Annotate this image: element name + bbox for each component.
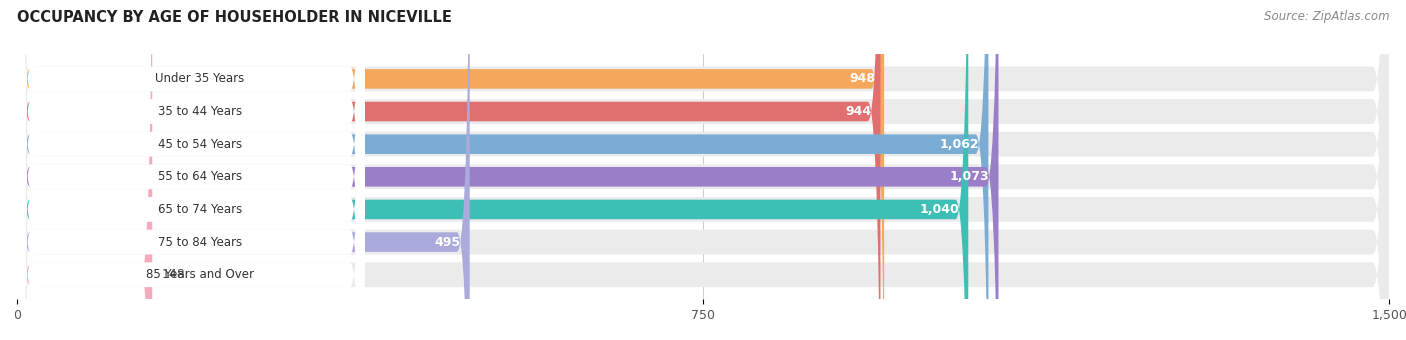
FancyBboxPatch shape bbox=[17, 0, 364, 340]
FancyBboxPatch shape bbox=[17, 0, 988, 340]
Text: 948: 948 bbox=[849, 72, 875, 85]
FancyBboxPatch shape bbox=[17, 0, 1389, 340]
FancyBboxPatch shape bbox=[17, 0, 364, 340]
FancyBboxPatch shape bbox=[17, 0, 1389, 340]
Text: 1,040: 1,040 bbox=[920, 203, 959, 216]
Text: 944: 944 bbox=[845, 105, 872, 118]
Text: 148: 148 bbox=[162, 268, 186, 281]
FancyBboxPatch shape bbox=[17, 0, 152, 340]
Text: OCCUPANCY BY AGE OF HOUSEHOLDER IN NICEVILLE: OCCUPANCY BY AGE OF HOUSEHOLDER IN NICEV… bbox=[17, 10, 451, 25]
FancyBboxPatch shape bbox=[17, 0, 1389, 340]
Text: Source: ZipAtlas.com: Source: ZipAtlas.com bbox=[1264, 10, 1389, 23]
FancyBboxPatch shape bbox=[17, 0, 364, 340]
Text: 495: 495 bbox=[434, 236, 461, 249]
Text: 65 to 74 Years: 65 to 74 Years bbox=[157, 203, 242, 216]
Text: 55 to 64 Years: 55 to 64 Years bbox=[157, 170, 242, 183]
FancyBboxPatch shape bbox=[17, 0, 1389, 340]
FancyBboxPatch shape bbox=[17, 0, 880, 340]
FancyBboxPatch shape bbox=[17, 0, 1389, 340]
Text: 35 to 44 Years: 35 to 44 Years bbox=[157, 105, 242, 118]
Text: 85 Years and Over: 85 Years and Over bbox=[146, 268, 254, 281]
FancyBboxPatch shape bbox=[17, 0, 969, 340]
FancyBboxPatch shape bbox=[17, 0, 1389, 340]
FancyBboxPatch shape bbox=[17, 0, 998, 340]
Text: Under 35 Years: Under 35 Years bbox=[155, 72, 245, 85]
Text: 1,062: 1,062 bbox=[939, 138, 980, 151]
FancyBboxPatch shape bbox=[17, 0, 1389, 340]
Text: 1,073: 1,073 bbox=[949, 170, 990, 183]
Text: 45 to 54 Years: 45 to 54 Years bbox=[157, 138, 242, 151]
FancyBboxPatch shape bbox=[17, 0, 884, 340]
FancyBboxPatch shape bbox=[17, 0, 364, 340]
FancyBboxPatch shape bbox=[17, 0, 470, 340]
FancyBboxPatch shape bbox=[17, 0, 364, 340]
FancyBboxPatch shape bbox=[17, 0, 364, 340]
Text: 75 to 84 Years: 75 to 84 Years bbox=[157, 236, 242, 249]
FancyBboxPatch shape bbox=[17, 0, 364, 340]
